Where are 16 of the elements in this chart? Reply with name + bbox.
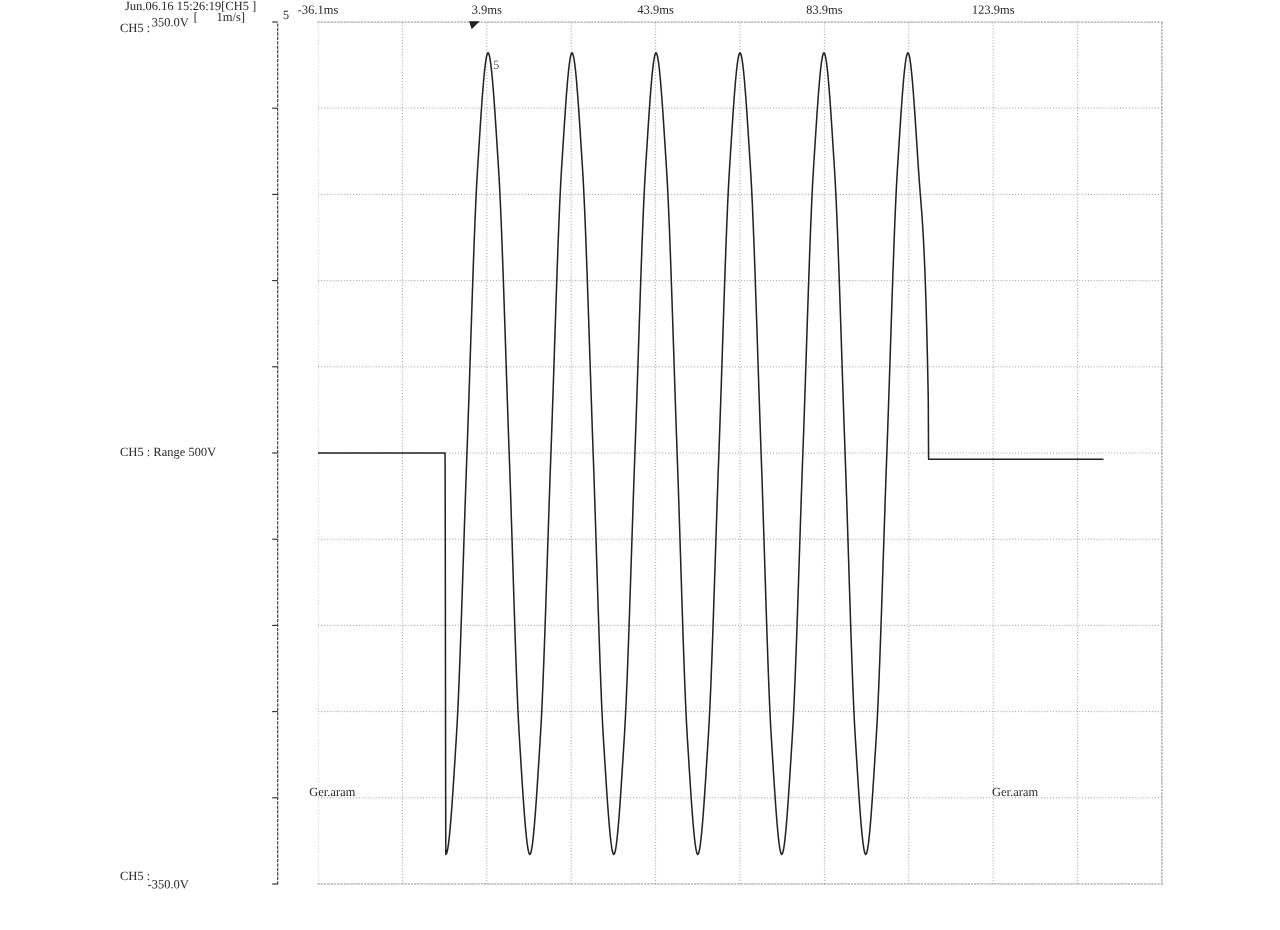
- x-tick-label: 3.9ms: [472, 5, 502, 14]
- text: CH5 : Range 500V: [120, 447, 217, 459]
- y-tick-label: 350.0V: [152, 18, 189, 27]
- annotation: Ger.aram: [992, 787, 1038, 797]
- x-tick-label: 83.9ms: [806, 5, 843, 14]
- text: CH5 :: [120, 23, 150, 33]
- annotation: 5: [493, 60, 499, 69]
- y-tick-label: -350.0V: [147, 880, 189, 889]
- annotation: Ger.aram: [309, 787, 356, 797]
- chart-subtitle: [ 1m/s]: [194, 12, 245, 23]
- text: Jun.06.16 15:26:19[CH5 ]: [125, 1, 256, 12]
- x-tick-label: 123.9ms: [972, 5, 1015, 14]
- x-tick-label: -36.1ms: [298, 5, 338, 14]
- text: 5: [283, 10, 289, 20]
- text: CH5 :: [120, 871, 150, 881]
- x-tick-label: 43.9ms: [637, 5, 674, 14]
